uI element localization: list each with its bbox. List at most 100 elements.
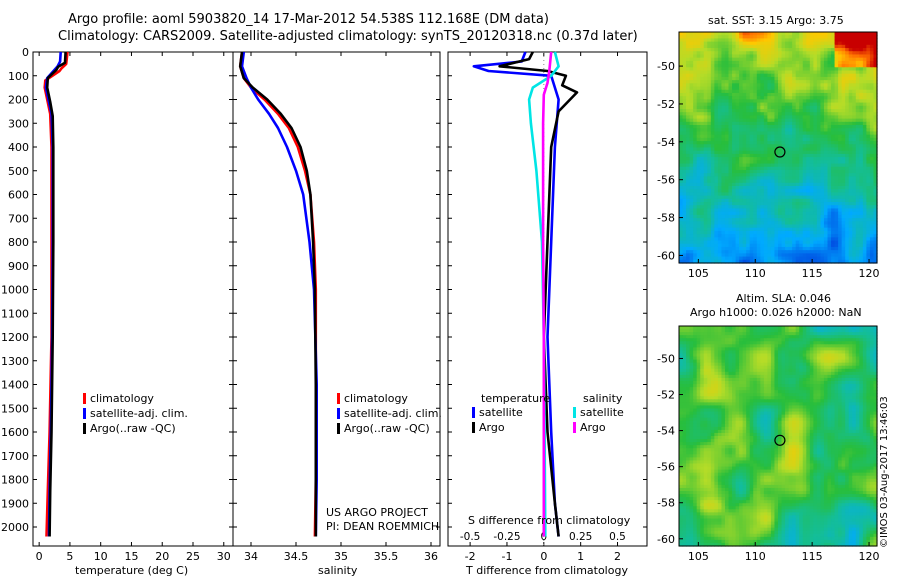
map-cell xyxy=(778,147,783,152)
map-cell xyxy=(792,169,797,174)
map-cell xyxy=(838,89,843,94)
map-cell xyxy=(809,198,814,203)
map-cell xyxy=(841,189,846,194)
map-cell xyxy=(781,51,786,56)
map-cell xyxy=(721,341,726,345)
map-cell xyxy=(774,218,779,222)
map-cell xyxy=(823,153,829,158)
map-cell xyxy=(703,83,708,88)
map-cell xyxy=(799,202,804,206)
map-cell xyxy=(689,80,694,84)
map-cell xyxy=(869,160,875,165)
map-cell xyxy=(760,41,765,46)
map-cell xyxy=(827,38,832,43)
map-cell xyxy=(703,234,708,238)
map-cell xyxy=(845,243,850,248)
map-cell xyxy=(707,332,712,336)
map-cell xyxy=(721,230,726,235)
map-cell xyxy=(763,335,768,339)
map-cell xyxy=(703,186,708,190)
map-cell xyxy=(682,166,687,171)
map-cell xyxy=(682,350,687,355)
map-cell xyxy=(831,259,836,264)
map-cell xyxy=(700,102,705,107)
map-cell xyxy=(728,153,733,158)
map-cell xyxy=(831,195,836,200)
map-cell xyxy=(746,205,751,210)
map-cell xyxy=(767,41,772,46)
map-cell xyxy=(693,359,698,364)
map-cell xyxy=(855,173,860,177)
map-cell xyxy=(845,118,850,123)
map-cell xyxy=(816,250,822,254)
map-cell xyxy=(756,92,761,97)
map-cell xyxy=(785,118,790,123)
map-cell xyxy=(746,150,751,155)
map-cell xyxy=(714,86,719,91)
map-cell xyxy=(859,205,864,210)
map-cell xyxy=(848,350,853,355)
map-cell xyxy=(795,41,800,46)
map-cell xyxy=(781,38,786,43)
map-cell xyxy=(686,198,691,203)
map-cell xyxy=(862,67,867,72)
map-cell xyxy=(703,356,708,361)
map-cell xyxy=(686,89,691,94)
map-cell xyxy=(700,86,705,91)
map-cell xyxy=(845,335,850,339)
map-cell xyxy=(866,125,871,129)
map-cell xyxy=(710,335,715,339)
map-cell xyxy=(816,218,822,222)
map-cell xyxy=(827,211,832,216)
map-cell xyxy=(679,60,684,65)
map-cell xyxy=(746,240,751,245)
map-cell xyxy=(770,92,776,97)
map-cell xyxy=(855,131,860,136)
map-cell xyxy=(682,198,687,203)
map-cell xyxy=(756,353,761,358)
map-cell xyxy=(696,240,701,245)
map-cell xyxy=(813,182,818,187)
map-cell xyxy=(827,96,832,100)
map-cell xyxy=(728,125,733,129)
map-cell xyxy=(869,169,875,174)
map-cell xyxy=(859,112,864,117)
map-cell xyxy=(834,353,839,358)
map-cell xyxy=(859,125,864,129)
x-tick-label: 0 xyxy=(540,550,547,563)
map-cell xyxy=(855,329,860,333)
map-cell xyxy=(869,105,875,110)
map-cell xyxy=(753,169,758,174)
map-cell xyxy=(700,44,705,49)
map-cell xyxy=(785,70,790,75)
map-cell xyxy=(774,335,779,339)
map-cell xyxy=(834,195,839,200)
map-cell xyxy=(760,147,765,152)
map-cell xyxy=(816,359,822,364)
sst-map-panel: 105 110 115 120-50-52-54-56-58-60 xyxy=(657,31,880,280)
map-cell xyxy=(710,338,715,342)
map-cell xyxy=(859,80,864,84)
map-cell xyxy=(770,96,776,100)
map-cell xyxy=(742,86,747,91)
map-cell xyxy=(682,250,687,254)
map-cell xyxy=(742,109,747,113)
map-cell xyxy=(710,157,715,161)
map-cell xyxy=(721,256,726,261)
map-cell xyxy=(802,51,807,56)
map-cell xyxy=(816,356,822,361)
map-cell xyxy=(813,205,818,210)
map-cell xyxy=(827,160,832,165)
map-cell xyxy=(763,338,768,342)
map-cell xyxy=(721,70,726,75)
map-cell xyxy=(778,230,783,235)
map-cell xyxy=(721,128,726,133)
map-cell xyxy=(831,144,836,149)
map-cell xyxy=(834,202,839,206)
map-cell xyxy=(834,54,839,59)
map-cell xyxy=(760,211,765,216)
map-cell xyxy=(763,137,768,142)
map-cell xyxy=(693,137,698,142)
map-field xyxy=(679,32,878,264)
x-tick-label: 2 xyxy=(614,550,621,563)
